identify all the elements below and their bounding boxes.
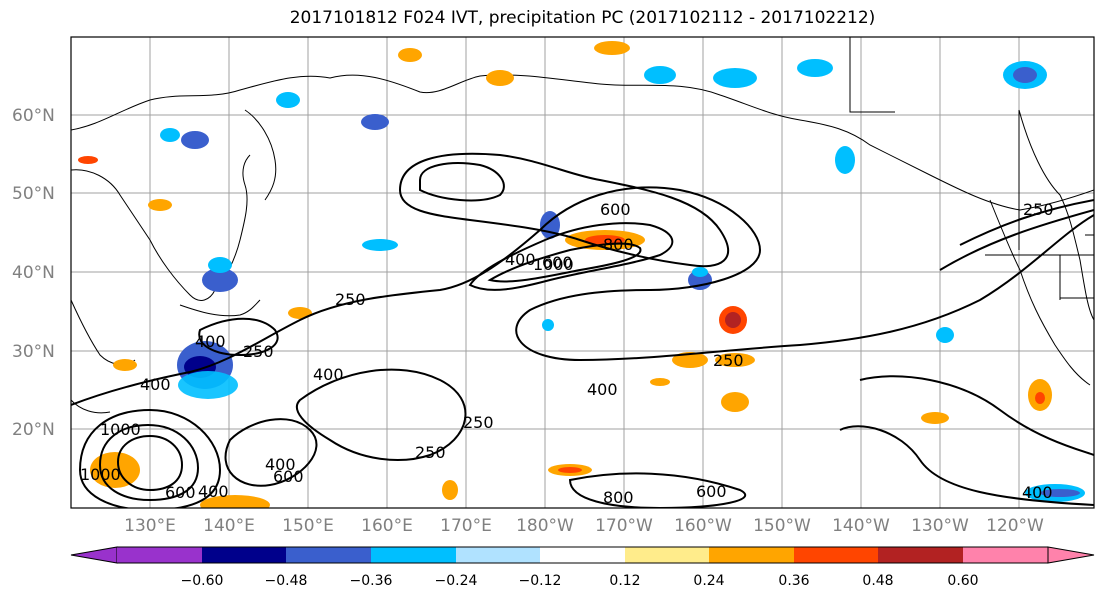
lat-label: 50°N	[12, 184, 55, 204]
colorbar-tick: 0.12	[609, 573, 640, 589]
colorbar-swatch	[540, 547, 625, 563]
contour-label: 800	[603, 488, 634, 507]
contour-label: 1000	[100, 420, 141, 439]
colorbar-swatch	[286, 547, 371, 563]
contour-label: 1000	[80, 465, 121, 484]
colorbar-swatch	[117, 547, 202, 563]
lon-label: 180°W	[516, 516, 574, 536]
lon-label: 120°W	[986, 516, 1044, 536]
colorbar-swatch	[794, 547, 878, 563]
colorbar-swatch	[456, 547, 540, 563]
contour-label: 400	[140, 375, 171, 394]
colorbar-swatch	[963, 547, 1048, 563]
contour-label: 400	[198, 482, 229, 501]
colorbar-swatch	[625, 547, 709, 563]
lon-label: 160°W	[674, 516, 732, 536]
colorbar-tick: 0.60	[947, 573, 978, 589]
contour-label: 250	[415, 443, 446, 462]
colorbar-tick: −0.60	[181, 573, 224, 589]
lon-label: 150°E	[282, 516, 334, 536]
contour-label: 250	[243, 342, 274, 361]
contour-label: 400	[1022, 483, 1053, 502]
lon-label: 140°W	[832, 516, 890, 536]
lon-label: 130°E	[124, 516, 176, 536]
lon-label: 130°W	[911, 516, 969, 536]
lat-label: 40°N	[12, 263, 55, 283]
latitude-labels: 60°N 50°N 40°N 30°N 20°N	[12, 106, 55, 440]
map-title: 2017101812 F024 IVT, precipitation PC (2…	[289, 8, 876, 28]
contour-label: 400	[587, 380, 618, 399]
lon-label: 170°E	[440, 516, 492, 536]
precip-shading	[78, 41, 1085, 508]
colorbar-high-extend	[1047, 546, 1095, 564]
colorbar-tick: 0.24	[693, 573, 724, 589]
colorbar-tick: −0.36	[350, 573, 393, 589]
lat-label: 20°N	[12, 420, 55, 440]
coastlines	[71, 37, 1094, 414]
contour-label: 250	[713, 351, 744, 370]
colorbar-swatch	[202, 547, 286, 563]
contour-label: 1000	[533, 255, 574, 274]
contour-label: 600	[600, 200, 631, 219]
colorbar-tick: −0.24	[435, 573, 478, 589]
contour-label: 250	[463, 413, 494, 432]
contour-label: 600	[273, 467, 304, 486]
colorbar-tick: −0.48	[265, 573, 308, 589]
colorbar-low-extend	[70, 546, 118, 564]
contour-label: 400	[265, 455, 296, 474]
contour-label: 250	[1023, 200, 1054, 219]
lon-label: 150°W	[753, 516, 811, 536]
lon-label: 160°E	[361, 516, 413, 536]
contour-label: 400	[195, 332, 226, 351]
contour-label: 600	[696, 482, 727, 501]
lat-label: 60°N	[12, 106, 55, 126]
colorbar: −0.60 −0.48 −0.36 −0.24 −0.12 0.12 0.24 …	[70, 546, 1095, 589]
lon-label: 140°E	[203, 516, 255, 536]
colorbar-swatch	[709, 547, 794, 563]
contour-label: 400	[313, 365, 344, 384]
colorbar-swatch	[878, 547, 963, 563]
longitude-labels: 130°E 140°E 150°E 160°E 170°E 180°W 170°…	[124, 516, 1044, 536]
contour-labels: 400 250 400 400 250 400 600 600 800 1000…	[80, 200, 1054, 507]
contour-label: 800	[603, 235, 634, 254]
contour-label: 250	[335, 290, 366, 309]
map-panel	[70, 36, 1095, 509]
contour-label: 600	[542, 253, 573, 272]
colorbar-tick: 0.36	[778, 573, 809, 589]
contour-label: 600	[165, 483, 196, 502]
lat-label: 30°N	[12, 342, 55, 362]
colorbar-tick: 0.48	[862, 573, 893, 589]
lon-label: 170°W	[595, 516, 653, 536]
ivt-contours	[71, 152, 1094, 508]
colorbar-tick: −0.12	[519, 573, 562, 589]
contour-label: 400	[505, 250, 536, 269]
colorbar-swatch	[371, 547, 456, 563]
